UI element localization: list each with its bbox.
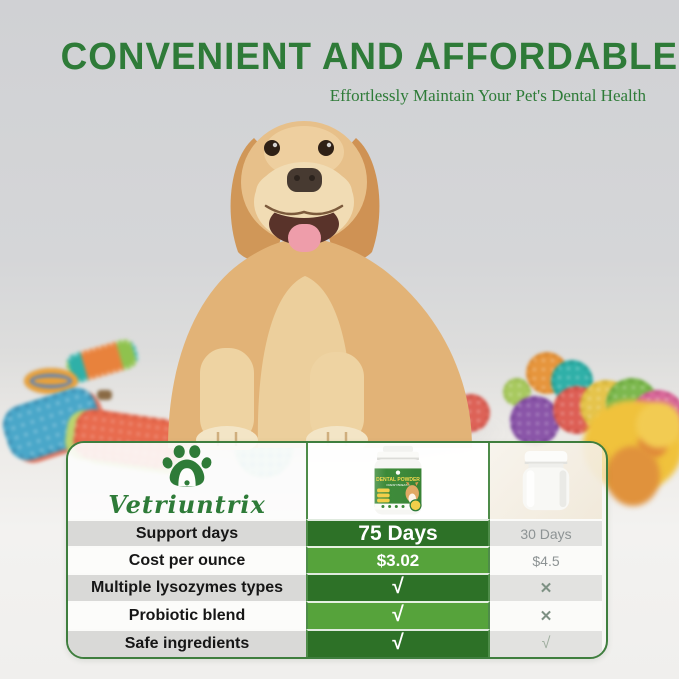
competitor-value: $4.5 <box>490 546 602 573</box>
dog-photo <box>168 121 472 450</box>
toy-ball <box>503 378 531 406</box>
row-label: Support days <box>68 519 306 546</box>
dog-tongue <box>288 224 321 252</box>
toy-plush-duck-head <box>636 402 679 448</box>
dog-left-leg <box>200 348 254 444</box>
toy-ball <box>606 446 660 506</box>
row-label: Probiotic blend <box>68 601 306 629</box>
svg-text:DENTAL POWDER: DENTAL POWDER <box>376 477 420 483</box>
competitor-product-cell <box>490 443 602 519</box>
our-check-icon: √ <box>306 573 490 601</box>
our-product-cell: DENTAL POWDER FRESH BREATH <box>306 443 490 519</box>
dog-right-leg <box>310 352 364 444</box>
row-label: Cost per ounce <box>68 546 306 573</box>
competitor-value: 30 Days <box>490 519 602 546</box>
dog-nose <box>287 168 322 192</box>
dental-powder-jar: DENTAL POWDER FRESH BREATH <box>374 445 422 515</box>
brand-cell: Vetriuntrix <box>68 443 306 519</box>
svg-text:FRESH BREATH: FRESH BREATH <box>387 483 410 487</box>
comparison-table: Vetriuntrix DENTAL POWDER FRESH BREATH <box>66 441 608 659</box>
page-title: CONVENIENT AND AFFORDABLE <box>60 36 679 78</box>
page-subtitle: Effortlessly Maintain Your Pet's Dental … <box>329 86 646 105</box>
row-label: Multiple lysozymes types <box>68 573 306 601</box>
our-check-icon: √ <box>306 601 490 629</box>
brand-name: Vetriuntrix <box>108 490 266 519</box>
competitor-check-icon: √ <box>490 629 602 657</box>
our-check-icon: √ <box>306 629 490 657</box>
our-value: $3.02 <box>306 546 490 573</box>
dog-right-eye <box>318 140 334 156</box>
competitor-cross-icon: ✕ <box>490 573 602 601</box>
paw-logo-icon <box>162 445 212 487</box>
competitor-cross-icon: ✕ <box>490 601 602 629</box>
plain-jar <box>522 450 570 511</box>
row-label: Safe ingredients <box>68 629 306 657</box>
dog-left-eye <box>264 140 280 156</box>
our-value: 75 Days <box>306 519 490 546</box>
toy-ball <box>510 396 560 446</box>
dog-forehead <box>264 126 344 178</box>
dog-smile <box>264 204 344 216</box>
toy-treat <box>97 390 112 400</box>
